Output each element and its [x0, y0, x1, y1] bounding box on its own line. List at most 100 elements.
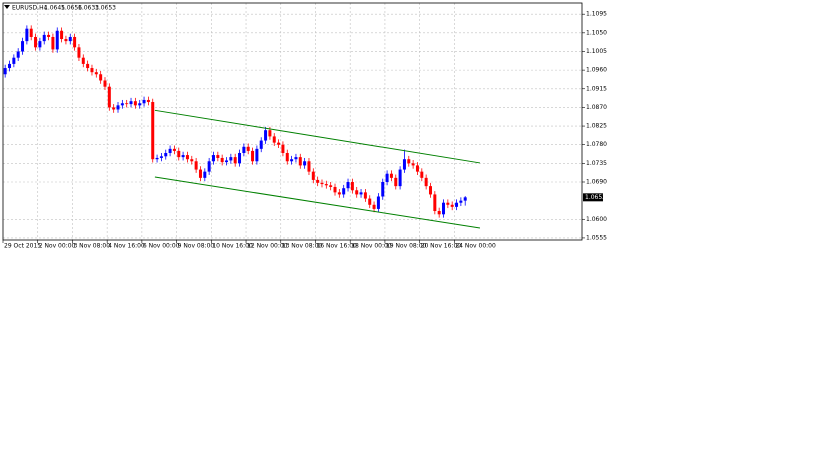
candle-body: [433, 194, 437, 211]
candle-body: [420, 171, 424, 178]
x-tick-label: 4 Nov 16:00: [108, 243, 145, 250]
candle-body: [372, 204, 376, 209]
candle-body: [177, 150, 181, 158]
candle-body: [246, 146, 250, 151]
candle-body: [42, 34, 46, 42]
candle-body: [455, 202, 459, 207]
candle-body: [281, 144, 285, 153]
x-tick-label: 18 Nov 00:00: [351, 243, 392, 250]
candle-body: [311, 171, 315, 180]
candle-body: [47, 34, 51, 37]
candle-body: [346, 181, 350, 189]
candle-body: [229, 157, 233, 161]
candle-body: [16, 51, 20, 58]
candle-body: [342, 188, 346, 195]
candle-body: [376, 196, 380, 209]
candle-body: [320, 182, 324, 185]
x-tick-label: 6 Nov 00:00: [143, 243, 180, 250]
candle-body: [285, 152, 289, 162]
candle-body: [415, 165, 419, 172]
y-tick-label: 1.1095: [586, 11, 607, 18]
candle-body: [307, 161, 311, 172]
candle-body: [428, 186, 432, 195]
candle-body: [21, 41, 25, 52]
candle-body: [185, 155, 189, 160]
y-tick-label: 1.1050: [586, 29, 607, 36]
candle-body: [190, 159, 194, 162]
y-tick-label: 1.0555: [586, 234, 607, 241]
x-tick-label: 9 Nov 08:00: [178, 243, 215, 250]
candle-body: [172, 148, 176, 151]
candle-body: [164, 152, 168, 157]
candle-body: [151, 102, 155, 160]
channel-line: [154, 109, 481, 164]
candle-body: [389, 173, 393, 178]
header-open: 1.0645: [44, 5, 65, 12]
candle-body: [198, 169, 202, 178]
candle-body: [146, 99, 150, 103]
candle-body: [450, 204, 454, 207]
x-tick-label: 24 Nov 00:00: [455, 243, 496, 250]
candle-body: [264, 130, 268, 141]
plot-frame: [2, 2, 583, 241]
candle-body: [277, 142, 281, 145]
x-tick-label: 16 Nov 16:00: [316, 243, 357, 250]
candle-body: [407, 159, 411, 164]
candle-body: [77, 47, 81, 58]
x-tick-label: 12 Nov 00:00: [247, 243, 288, 250]
y-tick-label: 1.0960: [586, 67, 607, 74]
y-tick-label: 1.0600: [586, 216, 607, 223]
symbol-title: EURUSD,H4: [12, 5, 48, 12]
x-tick-label: 3 Nov 08:00: [73, 243, 110, 250]
candle-body: [437, 210, 441, 215]
x-tick-label: 13 Nov 08:00: [282, 243, 323, 250]
y-tick-label: 1.0825: [586, 123, 607, 130]
candle-body: [424, 177, 428, 187]
candle-body: [116, 105, 120, 110]
candle-body: [255, 148, 259, 162]
candle-body: [446, 202, 450, 205]
candle-body: [34, 36, 38, 48]
candle-body: [181, 155, 185, 158]
candle-body: [203, 171, 207, 178]
candle-body: [463, 197, 467, 201]
candle-body: [337, 192, 341, 195]
y-tick-label: 1.1005: [586, 48, 607, 55]
candle-body: [107, 86, 111, 108]
header-low: 1.0633: [78, 5, 99, 12]
candle-body: [220, 157, 224, 163]
y-tick-label: 1.0690: [586, 178, 607, 185]
candle-body: [60, 30, 64, 40]
candle-body: [68, 36, 72, 42]
candle-body: [290, 159, 294, 162]
candle-body: [363, 192, 367, 199]
candle-body: [155, 157, 159, 160]
candle-body: [385, 173, 389, 182]
x-tick-label: 29 Oct 2015: [4, 243, 41, 250]
candle-body: [303, 161, 307, 166]
candle-body: [29, 28, 33, 37]
candle-body: [129, 101, 133, 105]
candle-body: [355, 190, 359, 195]
candle-body: [25, 28, 29, 42]
candle-body: [216, 155, 220, 158]
candle-body: [268, 130, 272, 137]
candle-body: [73, 36, 77, 48]
header-close: 1.0653: [95, 5, 116, 12]
candle-body: [459, 200, 463, 203]
candle-body: [99, 74, 103, 81]
candle-body: [125, 103, 129, 105]
x-tick-label: 2 Nov 00:00: [39, 243, 76, 250]
candle-body: [90, 68, 94, 73]
candle-body: [112, 107, 116, 110]
candle-body: [8, 63, 12, 69]
candle-body: [55, 30, 59, 50]
candle-body: [316, 179, 320, 183]
candle-body: [350, 181, 354, 191]
candle-body: [394, 177, 398, 187]
candle-body: [3, 68, 7, 75]
candle-body: [333, 186, 337, 193]
candle-body: [168, 148, 172, 153]
